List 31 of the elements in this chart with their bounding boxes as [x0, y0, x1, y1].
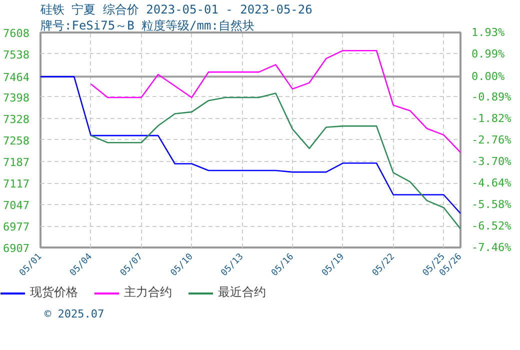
y2-tick-label: -5.58%: [472, 198, 512, 211]
y2-tick-label: 0.00%: [472, 70, 505, 84]
line-series: [40, 76, 460, 214]
text: © 2025.07: [44, 308, 104, 320]
y-tick-label: 7538: [3, 48, 30, 62]
chart-title: 硅铁 宁夏 综合价 2023-05-01 - 2023-05-26: [40, 2, 312, 16]
y2-tick-label: -2.76%: [472, 133, 512, 146]
y2-tick-label: 1.93%: [472, 26, 505, 39]
line-series: [90, 50, 460, 154]
y2-tick-label: -3.70%: [472, 154, 512, 168]
y-tick-label: 6907: [3, 242, 30, 255]
y-tick-label: 7187: [3, 156, 30, 170]
y-tick-label: 7258: [3, 134, 30, 148]
legend-label: 现货价格: [30, 284, 78, 301]
y2-tick-label: -1.82%: [472, 112, 512, 125]
legend-label: 最近合约: [218, 284, 266, 301]
y2-tick-label: -0.89%: [472, 90, 512, 104]
y-tick-label: 7117: [3, 178, 30, 191]
y-tick-label: 7328: [3, 112, 30, 126]
legend-label: 主力合约: [124, 284, 172, 301]
chart-subtitle: 牌号:FeSi75～B 粒度等级/mm:自然块: [40, 18, 254, 32]
y-tick-label: 6977: [3, 220, 30, 234]
y-tick-label: 7047: [3, 199, 30, 212]
y-tick-label: 7608: [3, 27, 30, 40]
y2-tick-label: -4.64%: [472, 176, 512, 190]
y2-tick-label: 0.99%: [472, 48, 505, 61]
line-series: [90, 92, 460, 230]
y2-tick-label: -6.52%: [472, 219, 512, 232]
y-tick-label: 7464: [3, 71, 30, 84]
y-tick-label: 7398: [3, 91, 30, 104]
y2-tick-label: -7.46%: [472, 241, 512, 254]
